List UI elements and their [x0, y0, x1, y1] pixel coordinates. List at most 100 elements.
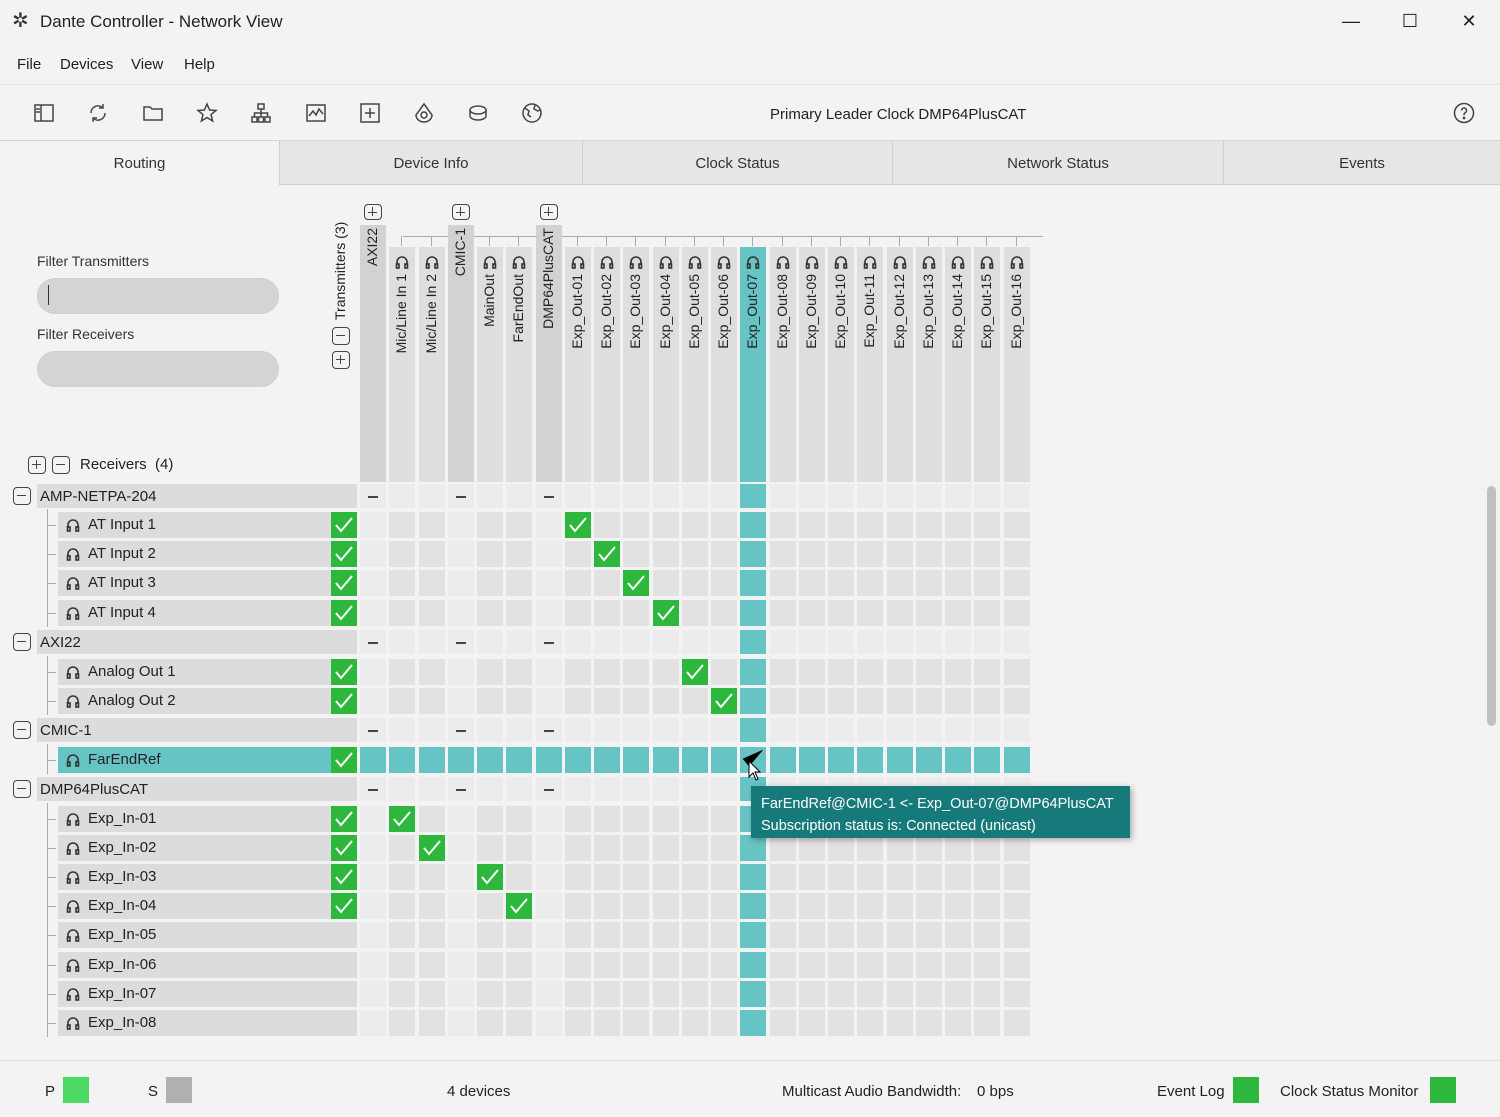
subscription-cell[interactable]	[916, 835, 942, 861]
sidebar-icon[interactable]	[31, 100, 57, 126]
subscription-cell-connected[interactable]	[711, 688, 737, 714]
subscription-cell[interactable]	[857, 952, 883, 978]
subscription-cell[interactable]	[711, 630, 737, 654]
subscription-cell[interactable]	[594, 835, 620, 861]
tab-network-status[interactable]: Network Status	[893, 141, 1224, 185]
subscription-cell-connected[interactable]	[565, 512, 591, 538]
tx-column-exp-out-11[interactable]	[857, 247, 883, 482]
subscription-cell[interactable]	[594, 630, 620, 654]
subscription-cell[interactable]	[419, 484, 445, 508]
subscription-cell[interactable]	[945, 541, 971, 567]
subscription-cell[interactable]	[389, 893, 415, 919]
subscription-cell[interactable]	[770, 981, 796, 1007]
subscription-cell[interactable]	[389, 747, 415, 773]
subscription-cell[interactable]	[945, 659, 971, 685]
subscription-cell[interactable]	[389, 864, 415, 890]
subscription-cell-connected[interactable]	[506, 893, 532, 919]
star-icon[interactable]	[194, 100, 220, 126]
subscription-cell[interactable]	[448, 835, 474, 861]
subscription-cell[interactable]	[506, 688, 532, 714]
subscription-cell[interactable]	[711, 835, 737, 861]
subscription-cell[interactable]	[565, 747, 591, 773]
subscription-cell[interactable]	[711, 1010, 737, 1036]
receiver-channel-row[interactable]	[58, 806, 357, 832]
subscription-cell[interactable]	[974, 835, 1000, 861]
subscription-cell[interactable]	[389, 484, 415, 508]
subscription-cell[interactable]	[623, 981, 649, 1007]
subscription-cell[interactable]	[799, 864, 825, 890]
subscription-cell[interactable]	[477, 541, 503, 567]
subscription-cell[interactable]	[916, 659, 942, 685]
subscription-cell[interactable]	[857, 893, 883, 919]
subscription-cell[interactable]	[857, 512, 883, 538]
subscription-cell[interactable]	[419, 570, 445, 596]
subscription-cell[interactable]	[740, 1010, 766, 1036]
subscription-cell[interactable]	[360, 806, 386, 832]
subscription-cell[interactable]	[1004, 541, 1030, 567]
subscription-cell[interactable]	[740, 484, 766, 508]
subscription-cell[interactable]	[1004, 747, 1030, 773]
subscription-cell[interactable]	[594, 718, 620, 742]
subscription-cell[interactable]	[477, 688, 503, 714]
subscription-cell[interactable]	[711, 922, 737, 948]
subscription-cell[interactable]	[653, 864, 679, 890]
subscription-cell[interactable]	[389, 952, 415, 978]
subscription-cell[interactable]	[682, 570, 708, 596]
filter-transmitters-input[interactable]	[37, 278, 279, 314]
subscription-cell[interactable]	[711, 777, 737, 801]
subscription-cell-connected[interactable]	[682, 659, 708, 685]
subscription-cell[interactable]	[1004, 630, 1030, 654]
subscription-cell[interactable]	[857, 630, 883, 654]
maximize-button[interactable]: ☐	[1401, 10, 1419, 31]
subscription-cell[interactable]	[887, 659, 913, 685]
receiver-channel-row[interactable]	[58, 512, 357, 538]
subscription-cell[interactable]	[799, 922, 825, 948]
subscription-cell[interactable]	[828, 952, 854, 978]
subscription-cell[interactable]	[565, 570, 591, 596]
subscription-cell[interactable]	[682, 541, 708, 567]
tx-column-exp-out-12[interactable]	[887, 247, 913, 482]
subscription-cell[interactable]	[419, 864, 445, 890]
subscription-cell[interactable]	[974, 484, 1000, 508]
collapse-all-receivers-button[interactable]	[52, 456, 70, 474]
subscription-cell[interactable]	[477, 1010, 503, 1036]
subscription-cell[interactable]	[506, 600, 532, 626]
tab-routing[interactable]: Routing	[0, 141, 280, 185]
subscription-cell[interactable]	[916, 922, 942, 948]
subscription-cell[interactable]	[389, 541, 415, 567]
subscription-cell[interactable]	[857, 981, 883, 1007]
subscription-cell[interactable]	[1004, 512, 1030, 538]
subscription-cell[interactable]	[916, 688, 942, 714]
subscription-cell[interactable]	[506, 747, 532, 773]
subscription-cell[interactable]	[711, 484, 737, 508]
subscription-cell[interactable]	[828, 600, 854, 626]
subscription-cell[interactable]	[653, 688, 679, 714]
subscription-cell[interactable]	[799, 484, 825, 508]
subscription-cell[interactable]	[974, 922, 1000, 948]
collapse-transmitter-device-button[interactable]	[364, 204, 382, 220]
subscription-cell[interactable]	[887, 688, 913, 714]
subscription-cell[interactable]	[360, 1010, 386, 1036]
subscription-cell[interactable]	[857, 541, 883, 567]
receiver-device-row[interactable]	[37, 718, 357, 742]
subscription-cell[interactable]	[770, 922, 796, 948]
subscription-cell[interactable]	[623, 922, 649, 948]
subscription-cell[interactable]	[477, 777, 503, 801]
subscription-cell[interactable]	[1004, 893, 1030, 919]
subscription-cell[interactable]	[565, 777, 591, 801]
subscription-cell[interactable]	[1004, 835, 1030, 861]
subscription-cell[interactable]	[565, 541, 591, 567]
subscription-cell[interactable]	[1004, 600, 1030, 626]
subscription-cell[interactable]	[916, 864, 942, 890]
subscription-cell[interactable]	[419, 893, 445, 919]
subscription-cell[interactable]	[828, 659, 854, 685]
subscription-cell[interactable]	[448, 570, 474, 596]
subscription-cell[interactable]	[916, 541, 942, 567]
subscription-cell[interactable]	[565, 600, 591, 626]
subscription-cell[interactable]	[682, 952, 708, 978]
subscription-cell[interactable]	[360, 570, 386, 596]
subscription-cell[interactable]	[828, 1010, 854, 1036]
subscription-cell[interactable]	[506, 630, 532, 654]
subscription-cell[interactable]	[360, 747, 386, 773]
subscription-cell[interactable]	[506, 718, 532, 742]
